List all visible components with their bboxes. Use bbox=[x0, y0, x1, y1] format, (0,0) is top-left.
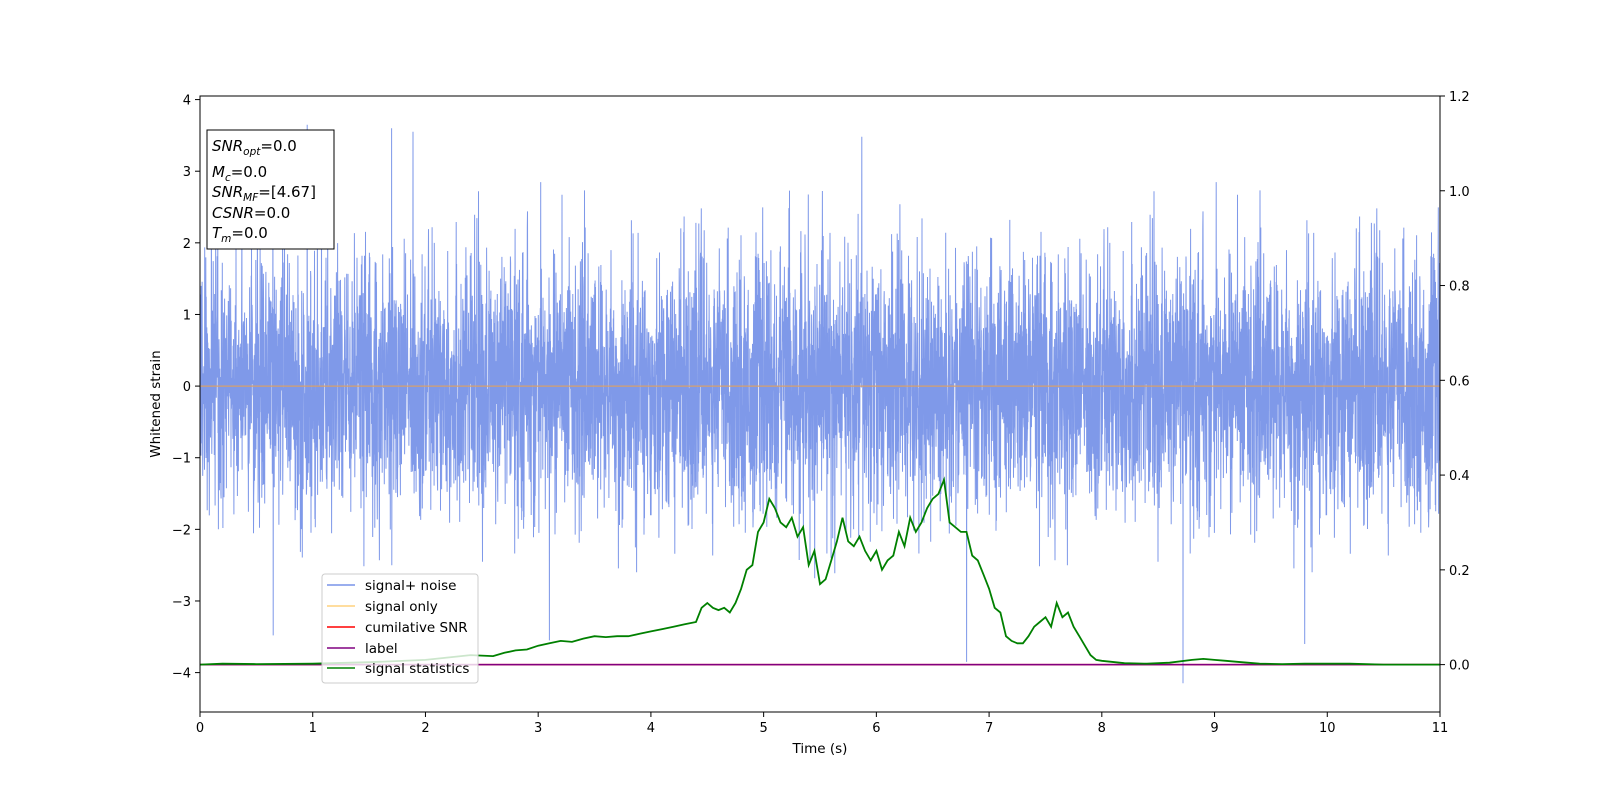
info-snr-mf: SNRMF=[4.67] bbox=[212, 183, 316, 204]
series-signal-statistics bbox=[200, 476, 1440, 666]
x-tick-label: 5 bbox=[759, 721, 767, 736]
x-tick-label: 6 bbox=[872, 721, 880, 736]
y-axis-label: Whitened strain bbox=[148, 350, 164, 457]
y-tick-label: 0 bbox=[183, 380, 191, 395]
x-tick-label: 3 bbox=[534, 721, 542, 736]
info-snr-opt: SNRopt=0.0 bbox=[212, 137, 297, 158]
x-tick-label: 9 bbox=[1210, 721, 1218, 736]
x-axis-label: Time (s) bbox=[792, 741, 848, 757]
y2-tick-label: 0.4 bbox=[1449, 469, 1470, 484]
info-mc: Mc=0.0 bbox=[212, 163, 267, 184]
legend-label-cumulative-snr: cumilative SNR bbox=[365, 620, 468, 636]
y-tick-label: 1 bbox=[183, 308, 191, 323]
x-tick-label: 1 bbox=[309, 721, 317, 736]
series-signal-noise bbox=[200, 124, 1440, 684]
x-tick-label: 0 bbox=[196, 721, 204, 736]
x-tick-label: 2 bbox=[421, 721, 429, 736]
x-tick-label: 4 bbox=[647, 721, 655, 736]
y-tick-label: 3 bbox=[183, 165, 191, 180]
x-tick-label: 7 bbox=[985, 721, 993, 736]
y2-tick-label: 1.2 bbox=[1449, 90, 1470, 105]
info-box-frame bbox=[206, 129, 335, 250]
x-tick-label: 10 bbox=[1319, 721, 1336, 736]
y-tick-label: −1 bbox=[172, 452, 191, 467]
y2-tick-label: 1.0 bbox=[1449, 185, 1470, 200]
y-tick-label: −4 bbox=[172, 667, 191, 682]
y2-tick-label: 0.6 bbox=[1449, 374, 1470, 389]
legend-label-signal-noise: signal+ noise bbox=[365, 578, 456, 594]
y2-tick-label: 0.0 bbox=[1449, 659, 1470, 674]
x-tick-label: 8 bbox=[1098, 721, 1106, 736]
legend-label-label: label bbox=[365, 641, 398, 657]
y-tick-label: 2 bbox=[183, 237, 191, 252]
y2-tick-label: 0.2 bbox=[1449, 564, 1470, 579]
legend-label-signal-only: signal only bbox=[365, 599, 438, 615]
legend-frame bbox=[321, 573, 479, 684]
y-tick-label: −2 bbox=[172, 523, 191, 538]
x-tick-label: 11 bbox=[1432, 721, 1449, 736]
info-tm: Tm=0.0 bbox=[212, 224, 268, 245]
info-csnr: CSNR=0.0 bbox=[212, 204, 290, 222]
y-tick-label: 4 bbox=[183, 94, 191, 109]
info-box: SNRopt=0.0 Mc=0.0 SNRMF=[4.67] CSNR=0.0 … bbox=[206, 129, 335, 250]
y2-tick-label: 0.8 bbox=[1449, 280, 1470, 295]
legend-label-signal-statistics: signal statistics bbox=[365, 661, 469, 677]
axis-ticks: 0 1 2 3 4 5 6 7 8 9 10 11 −4 −3 −2 −1 0 1 2 3 4 0.0 0.2 0.4 0.6 0… bbox=[172, 90, 1470, 736]
plot-frame bbox=[199, 95, 1441, 713]
y-tick-label: −3 bbox=[172, 595, 191, 610]
legend: signal+ noise signal only cumilative SNR… bbox=[321, 573, 479, 684]
